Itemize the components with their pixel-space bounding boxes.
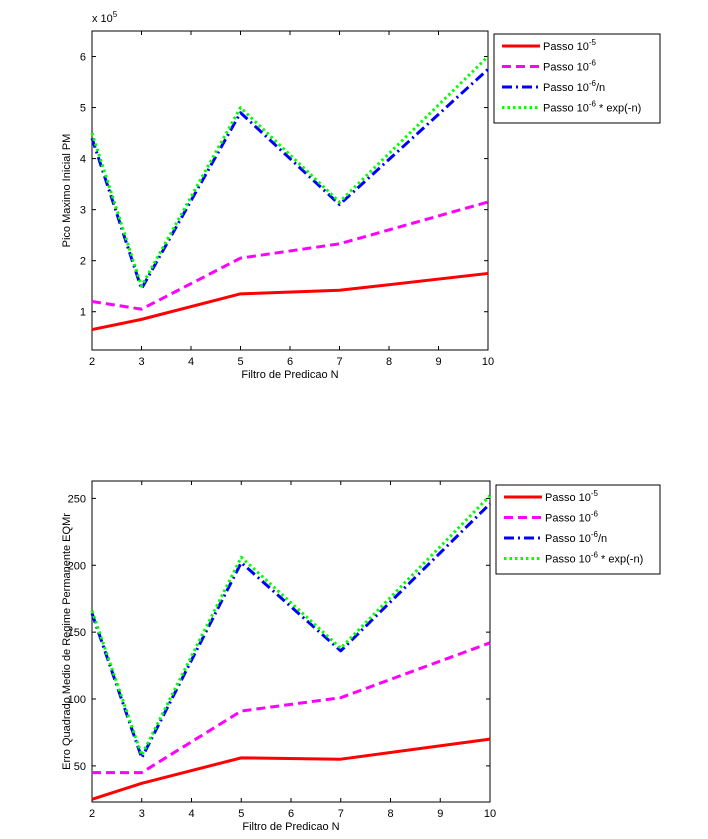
legend-entry-4: Passo 10-6 * exp(-n)	[545, 551, 643, 566]
x-tick-label: 3	[138, 356, 144, 368]
chart-erro-quadrado: 2 3 4 5 6 7 8 9 10 50 100 150 200 250 Filtro de Predic…	[61, 480, 661, 833]
y-tick-label: 5	[80, 103, 86, 115]
x-tick-label: 6	[288, 808, 294, 820]
x-tick-label: 7	[338, 808, 344, 820]
series-line-2	[92, 641, 491, 775]
legend-entry-sup: -6	[591, 510, 599, 519]
y-tick-label: 150	[68, 627, 86, 639]
legend-entry-3: Passo 10-6/n	[543, 79, 605, 94]
x-tick-label: 2	[89, 356, 95, 368]
series-line-1	[91, 737, 491, 801]
x-tick-label: 4	[188, 808, 194, 820]
legend-entry-sup: -5	[589, 38, 597, 47]
y-exponent-label: x 105	[92, 10, 118, 25]
x-tick-label: 5	[237, 356, 243, 368]
x-tick-label: 3	[139, 808, 145, 820]
x-tick-label: 8	[387, 808, 393, 820]
x-tick-label: 8	[386, 356, 392, 368]
legend-entry-suffix: /n	[598, 533, 607, 545]
y-tick-label: 1	[80, 307, 86, 319]
chart-pico-maximo: 2 3 4 5 6 7 8 9 10 1 2 3 4 5 6 x 105 Filtro de Predicao …	[61, 10, 661, 381]
x-tick-label: 9	[437, 808, 443, 820]
legend-entry-3: Passo 10-6/n	[545, 530, 607, 545]
legend-entry-suffix: /n	[596, 82, 605, 94]
series-line-3	[90, 502, 492, 760]
x-tick-label: 7	[336, 356, 342, 368]
x-axis-label: Filtro de Predicao N	[241, 369, 338, 381]
legend-entry-2: Passo 10-6	[545, 510, 599, 525]
y-tick-label: 200	[68, 560, 86, 572]
legend-entry-sup: -6	[589, 79, 597, 88]
legend-entry-1: Passo 10-5	[545, 489, 599, 504]
x-tick-label: 6	[287, 356, 293, 368]
legend-box	[493, 33, 661, 124]
y-tick-label: 50	[74, 761, 86, 773]
x-axis-label: Filtro de Predicao N	[242, 821, 339, 833]
y-tick-label: 250	[68, 493, 86, 505]
legend-entry-sup: -6	[589, 59, 597, 68]
x-tick-label: 2	[89, 808, 95, 820]
plot-area	[91, 480, 491, 803]
x-tick-label: 10	[482, 356, 494, 368]
y-axis-label: Pico Maximo Inicial PM	[61, 134, 73, 248]
y-tick-label: 3	[80, 205, 86, 217]
x-tick-label: 10	[484, 808, 496, 820]
legend-entry-suffix: * exp(-n)	[598, 554, 643, 566]
series-line-1	[91, 271, 489, 332]
legend-entry-1: Passo 10-5	[543, 38, 597, 53]
y-exponent-sup: 5	[113, 10, 118, 19]
x-tick-label: 9	[435, 356, 441, 368]
x-tick-label: 5	[238, 808, 244, 820]
legend-entry-suffix: * exp(-n)	[596, 103, 641, 115]
series-line-4	[90, 55, 490, 288]
x-tick-label: 4	[188, 356, 194, 368]
series-line-4	[90, 494, 492, 757]
legend-entry-sup: -6	[591, 530, 599, 539]
legend-box	[495, 484, 661, 575]
legend-entry-sup: -5	[591, 489, 599, 498]
plot-area	[91, 30, 489, 351]
y-tick-label: 6	[80, 52, 86, 64]
legend-entry-sup: -6	[589, 100, 597, 109]
y-tick-label: 2	[80, 256, 86, 268]
y-tick-label: 4	[80, 154, 86, 166]
series-line-2	[91, 200, 489, 311]
legend-entry-2: Passo 10-6	[543, 59, 597, 74]
y-tick-label: 100	[68, 694, 86, 706]
legend-entry-sup: -6	[591, 551, 599, 560]
legend-entry-4: Passo 10-6 * exp(-n)	[543, 100, 641, 115]
y-axis-label: Erro Quadrado Medio de Regime Permanente…	[61, 513, 73, 770]
